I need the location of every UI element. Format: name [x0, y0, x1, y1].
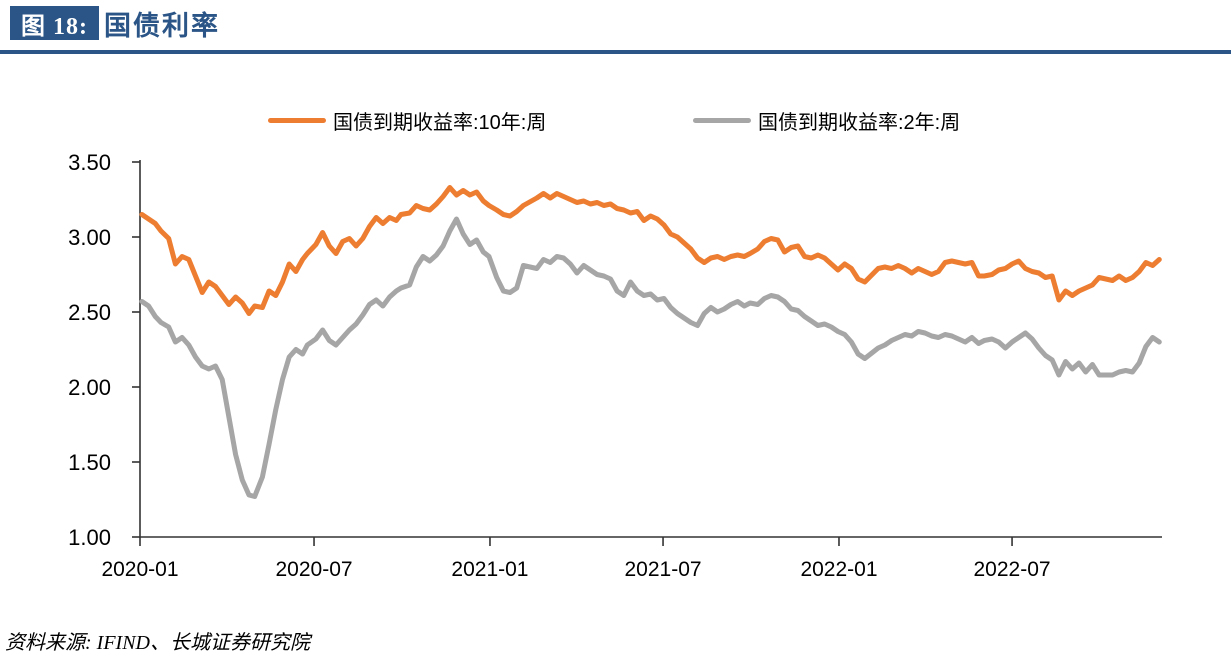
- x-tick-label: 2021-01: [451, 558, 528, 581]
- legend-swatch-2y: [693, 117, 751, 123]
- chart-legend: 国债到期收益率:10年:周 国债到期收益率:2年:周: [0, 106, 1231, 134]
- y-tick-label: 3.00: [68, 225, 111, 250]
- legend-label-10y: 国债到期收益率:10年:周: [333, 111, 547, 134]
- legend-swatch-10y: [268, 117, 326, 123]
- legend-item-10y: 国债到期收益率:10年:周: [268, 106, 546, 134]
- header-rule: [0, 50, 1231, 54]
- y-tick-label: 1.50: [68, 450, 111, 475]
- series-line-2y: [139, 216, 1162, 499]
- y-tick-label: 2.00: [68, 375, 111, 400]
- y-tick-label: 1.00: [68, 525, 111, 550]
- figure-number-badge: 图 18:: [10, 6, 99, 40]
- figure-title: 国债利率: [104, 10, 220, 41]
- y-tick-label: 2.50: [68, 300, 111, 325]
- x-tick-label: 2020-07: [275, 558, 352, 581]
- x-tick-label: 2020-01: [101, 558, 178, 581]
- x-tick-label: 2021-07: [625, 558, 702, 581]
- figure-header: 图 18: 国债利率: [0, 0, 1231, 50]
- source-note: 资料来源: IFIND、长城证券研究院: [5, 632, 310, 654]
- legend-label-2y: 国债到期收益率:2年:周: [758, 111, 961, 134]
- x-tick-label: 2022-01: [800, 558, 877, 581]
- legend-item-2y: 国债到期收益率:2年:周: [693, 106, 960, 134]
- x-tick-label: 2022-07: [974, 558, 1051, 581]
- y-tick-label: 3.50: [68, 150, 111, 175]
- series-line-10y: [139, 185, 1162, 316]
